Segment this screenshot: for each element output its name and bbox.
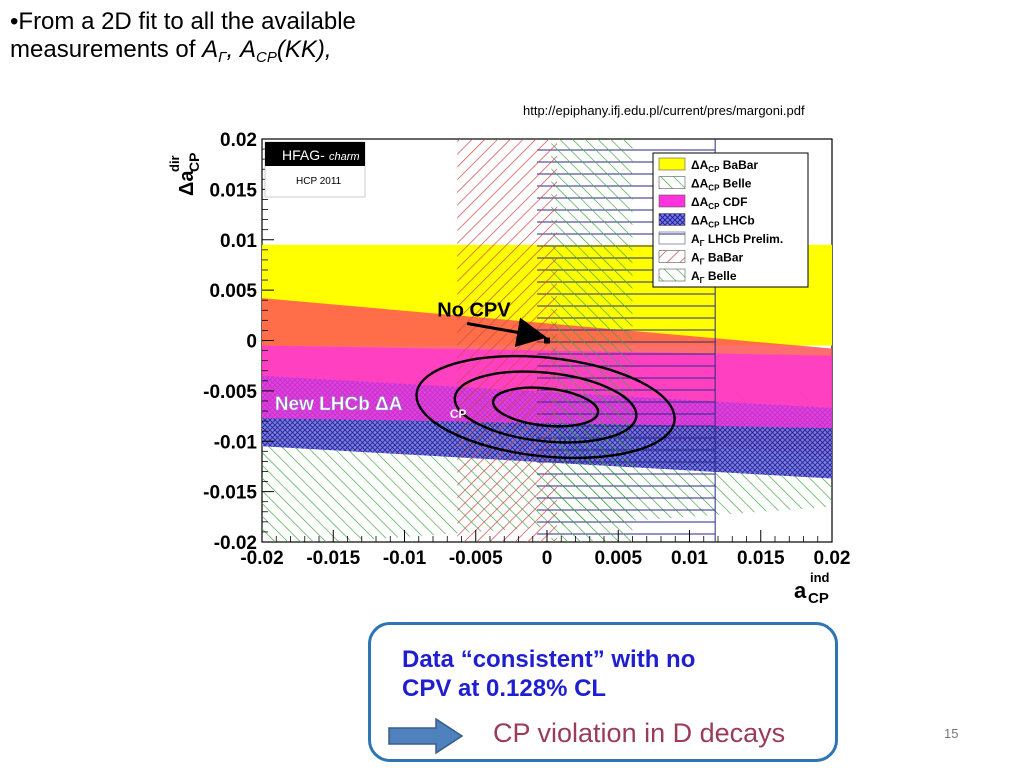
no-cpv-label: No CPV: [437, 299, 511, 321]
hfag-tag-sub: HCP 2011: [296, 176, 342, 187]
callout-line-1: Data “consistent” with no: [402, 646, 696, 673]
legend-label-4: AΓ LHCb Prelim.: [691, 232, 783, 248]
legend-label-2: ΔACP CDF: [691, 195, 747, 211]
bullet-line-1: •From a 2D fit to all the available: [10, 8, 356, 35]
hfag-tag-header: [265, 142, 365, 166]
source-url[interactable]: http://epiphany.ifj.edu.pl/current/pres/…: [523, 103, 805, 118]
y-tick-label-3: 0.005: [209, 281, 257, 302]
new-lhcb-label-sub: CP: [450, 407, 467, 421]
callout-text: Data “consistent” with no CPV at 0.128% …: [402, 645, 695, 703]
y-tick-label-4: 0: [246, 332, 257, 353]
new-lhcb-label: New LHCb ΔA: [275, 394, 403, 415]
hfag-tag-italic: charm: [329, 151, 360, 163]
x-tick-label-5: 0.005: [594, 548, 642, 569]
kk-label: (KK),: [276, 36, 332, 63]
right-arrow-icon: [388, 717, 464, 755]
y-tick-label-0: 0.02: [220, 130, 257, 151]
band-agamma-babar: [457, 139, 557, 542]
x-tick-label-7: 0.015: [737, 548, 785, 569]
legend-label-5: AΓ BaBar: [691, 251, 743, 267]
legend-swatch-3: [658, 213, 686, 226]
separator: ,: [226, 36, 241, 63]
legend-swatch-0: [658, 157, 686, 171]
contour-2: [453, 370, 638, 444]
a-cp-symbol: A: [240, 36, 257, 63]
y-tick-label-8: -0.02: [214, 533, 257, 554]
x-tick-label-0: -0.02: [240, 548, 283, 569]
legend-swatch-2: [658, 194, 686, 208]
legend-swatch-1: [658, 176, 686, 189]
y-tick-label-6: -0.01: [214, 432, 258, 453]
legend-swatch-6: [658, 268, 686, 282]
x-tick-label-1: -0.015: [306, 548, 360, 569]
band-agamma-belle: [551, 139, 633, 542]
y-tick-label-5: -0.005: [203, 382, 257, 403]
hfag-tag-title: HFAG-: [282, 147, 325, 163]
x-axis-label-sub: CP: [808, 590, 829, 607]
y-axis-label-main: Δa: [176, 170, 198, 196]
x-axis-label: a: [794, 578, 807, 603]
gamma-subscript: Γ: [218, 49, 227, 66]
no-cpv-arrow: [466, 317, 547, 348]
bullet-text: •From a 2D fit to all the available meas…: [10, 8, 356, 66]
a-gamma-symbol: A: [202, 36, 219, 63]
x-tick-label-2: -0.01: [383, 548, 427, 569]
legend-label-6: AΓ Belle: [691, 269, 737, 285]
legend-label-1: ΔACP Belle: [691, 177, 752, 193]
bullet-prefix: measurements of: [10, 36, 203, 63]
bullet-line-2: measurements of AΓ, ACP(KK),: [10, 36, 356, 66]
y-tick-label-7: -0.015: [203, 483, 257, 504]
legend-label-3: ΔACP LHCb: [691, 214, 755, 230]
y-tick-label-2: 0.01: [220, 231, 257, 252]
footer-title: CP violation in D decays: [493, 718, 786, 748]
page-number: 15: [944, 726, 959, 741]
x-axis-label-sup: ind: [810, 570, 830, 585]
no-cpv-point: [544, 337, 550, 344]
hfag-contour-chart: -0.02 -0.015 -0.01 -0.005 0 0.005 0.01 0.015 0.0…: [167, 130, 851, 607]
legend-label-0: ΔACP BaBar: [691, 158, 758, 174]
x-tick-label-6: 0.01: [671, 548, 708, 569]
contour-3: [415, 354, 676, 460]
y-axis-label-sup: dir: [167, 155, 182, 172]
contour-1: [491, 386, 600, 428]
x-tick-label-4: 0: [542, 548, 553, 569]
legend-swatch-5: [658, 250, 686, 263]
legend-swatch-4: [658, 231, 686, 245]
cp-subscript: CP: [256, 49, 277, 66]
x-tick-label-3: -0.005: [449, 548, 503, 569]
callout-line-2: CPV at 0.128% CL: [402, 675, 607, 702]
conclusion-callout: Data “consistent” with no CPV at 0.128% …: [368, 622, 838, 762]
y-tick-label-1: 0.015: [209, 180, 257, 201]
x-tick-label-8: 0.02: [814, 548, 851, 569]
y-axis-label-sub: CP: [186, 153, 202, 172]
